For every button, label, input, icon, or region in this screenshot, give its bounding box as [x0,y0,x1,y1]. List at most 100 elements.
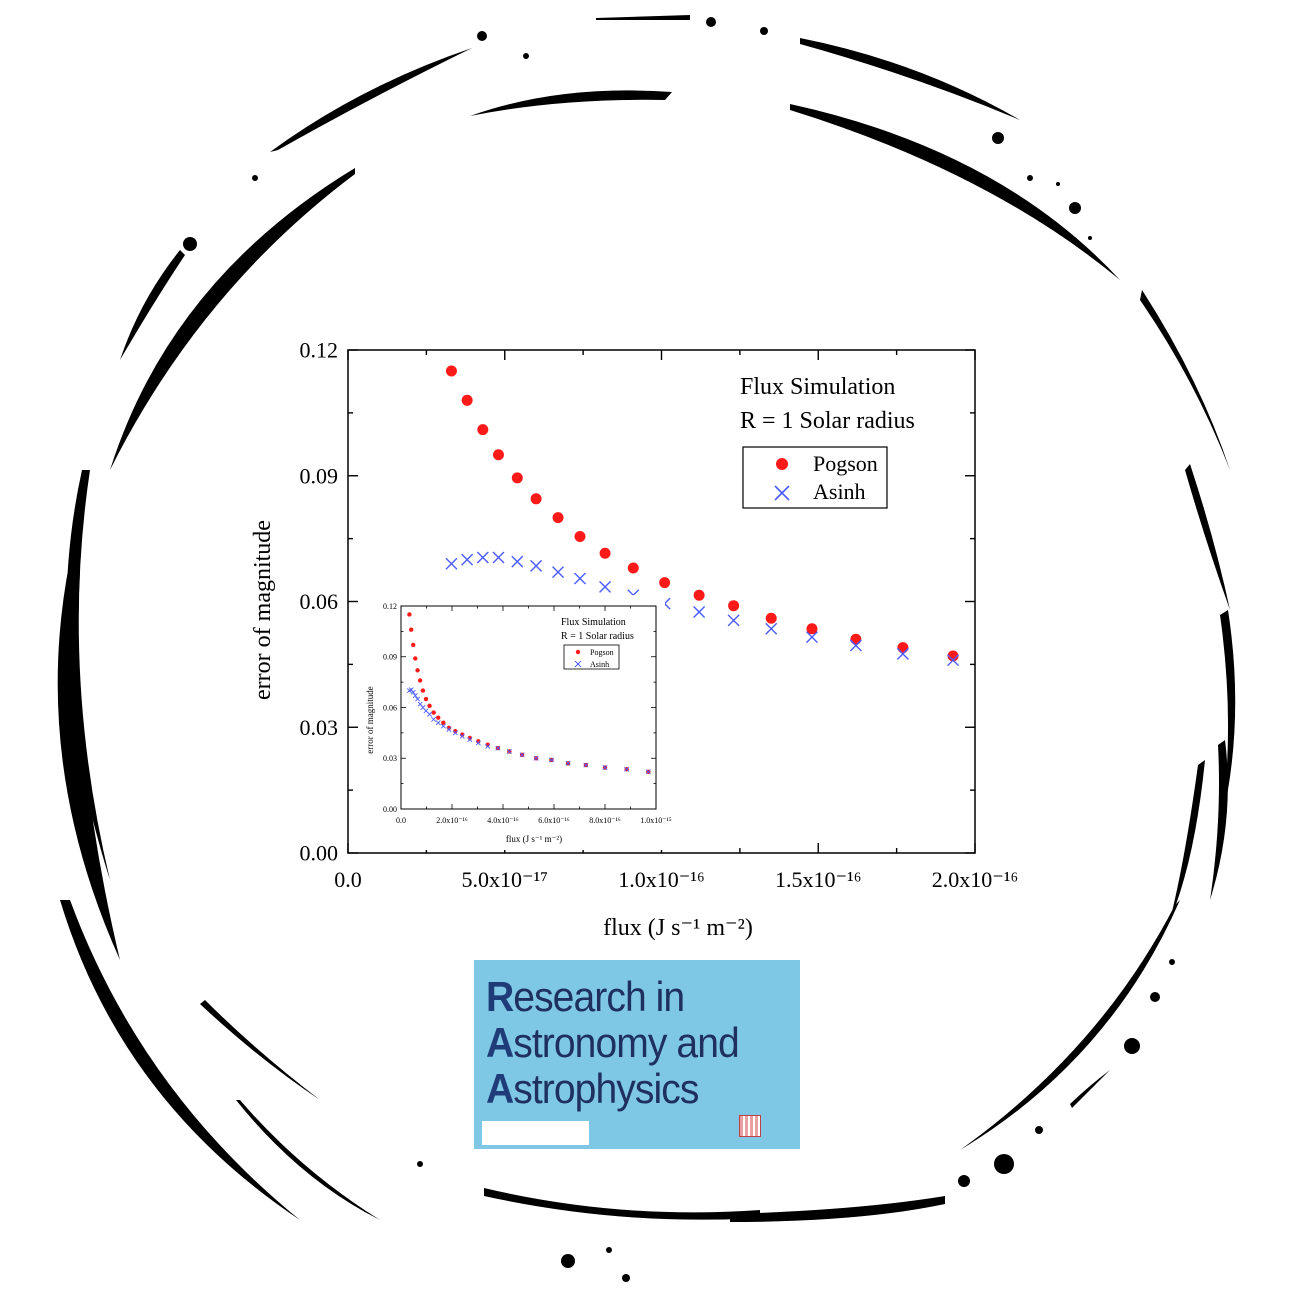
inset-data-points [406,612,651,775]
inset-y-axis-label: error of magnitude [365,686,375,753]
brush-stroke [1170,760,1205,920]
main-x-axis-label: flux (J s⁻¹ m⁻²) [603,915,753,941]
dot [561,1254,575,1268]
legend-marker-asinh [774,485,790,501]
main-legend: Pogson Asinh [742,446,888,509]
inset-point-asinh [431,716,437,722]
inset-point-pogson [407,612,412,617]
logo-text-astrophysics: strophysics [513,1065,699,1112]
main-data-points [445,365,960,667]
inset-y-tick-label: 0.09 [383,653,397,662]
logo-initial-r: R [486,973,514,1020]
main-point-pogson [806,623,818,635]
dot [622,1274,630,1282]
inset-legend-label-asinh: Asinh [590,660,609,669]
dot [252,175,258,181]
main-point-pogson [492,449,504,461]
inset-point-pogson [420,688,426,693]
brush-stroke [1220,610,1236,820]
inset-point-pogson [441,720,446,725]
dot [523,53,529,59]
main-point-pogson [947,650,959,662]
main-point-asinh [461,553,474,566]
main-point-asinh [476,551,489,564]
brush-stroke [200,1000,320,1100]
main-point-pogson [477,424,489,436]
main-point-pogson [552,512,564,524]
inset-point-asinh [485,743,491,749]
inset-y-ticks: 0.00 0.03 0.06 0.09 0.12 [383,602,656,814]
main-point-pogson [897,642,909,654]
logo-seal-icon [739,1115,761,1137]
inset-point-pogson [411,642,416,648]
dot [477,31,487,41]
inset-chart: 0.00 0.03 0.06 0.09 0.12 0.0 2.0x10⁻¹⁶ 4.0x10⁻… [360,595,672,850]
main-x-ticks: 0.0 5.0x10⁻¹⁷ 1.0x10⁻¹⁶ 1.5x10⁻¹⁶ 2.0x10⁻¹⁶ [334,350,1018,892]
inset-point-asinh [475,740,481,746]
inset-y-tick-label: 0.03 [383,754,397,763]
main-x-tick-label: 1.5x10⁻¹⁶ [775,867,861,892]
raa-journal-logo: Research in Astronomy and Astrophysics [474,960,800,1149]
inset-point-pogson [423,696,429,702]
main-y-tick-label: 0.03 [300,715,339,740]
main-point-asinh [573,572,586,585]
dot [1169,959,1175,965]
brush-stroke [470,90,672,116]
main-point-pogson [627,562,639,574]
inset-legend-marker-asinh [574,660,582,668]
main-x-tick-label: 5.0x10⁻¹⁷ [462,867,548,892]
brush-stroke [800,38,1020,120]
inset-point-asinh [583,762,589,768]
inset-legend-marker-pogson [575,649,581,655]
main-point-asinh [492,551,505,564]
main-point-asinh [849,639,862,652]
main-y-axis-label: error of magnitude [250,520,276,700]
brush-stroke [236,1100,380,1220]
main-x-tick-label: 1.0x10⁻¹⁶ [618,867,704,892]
inset-x-tick-label: 6.0x10⁻¹⁶ [538,816,570,825]
inset-x-tick-label: 1.0x10⁻¹⁵ [640,816,672,825]
inset-x-tick-label: 8.0x10⁻¹⁶ [589,816,621,825]
inset-point-asinh [427,711,433,717]
legend-marker-pogson [776,458,788,470]
brush-stroke [1070,1070,1110,1108]
main-point-asinh [947,654,960,667]
main-y-tick-label: 0.12 [300,338,339,363]
inset-point-asinh [645,769,651,775]
main-point-asinh [896,647,909,660]
inset-point-pogson [431,710,436,715]
main-point-pogson [765,612,777,624]
inset-x-ticks: 0.0 2.0x10⁻¹⁶ 4.0x10⁻¹⁶ 6.0x10⁻¹⁶ 8.0x10⁻¹⁶ 1… [396,606,672,825]
dot [1150,992,1160,1002]
inset-x-tick-label: 2.0x10⁻¹⁶ [436,816,468,825]
inset-point-pogson [415,668,420,673]
main-x-tick-label: 0.0 [334,867,362,892]
inset-legend-label-pogson: Pogson [590,648,614,657]
brush-stroke [1185,464,1230,610]
brush-stroke [1210,740,1228,900]
inset-point-asinh [467,737,473,743]
inset-point-asinh [412,693,418,699]
main-y-tick-label: 0.06 [300,589,339,614]
logo-text-research: esearch in [513,973,685,1020]
main-point-pogson [599,547,611,559]
logo-line-research: Research in [486,973,685,1020]
brush-stroke [730,1196,945,1222]
brush-stroke [57,560,120,960]
legend-label-pogson: Pogson [813,451,878,476]
inset-legend-box [563,644,620,670]
dot [183,237,197,251]
inset-x-axis-label: flux (J s⁻¹ m⁻²) [506,834,562,844]
main-point-asinh [727,614,740,627]
logo-initial-a1: A [486,1019,514,1066]
dot [1124,1038,1140,1054]
inset-point-pogson [427,703,432,709]
main-point-pogson [530,493,542,505]
main-point-pogson [728,600,740,612]
logo-line-astrophysics: Astrophysics [486,1065,699,1112]
inset-point-asinh [519,752,525,758]
dot [706,17,716,27]
logo-line-astronomy: Astronomy and [486,1019,740,1066]
main-point-pogson [659,577,671,589]
